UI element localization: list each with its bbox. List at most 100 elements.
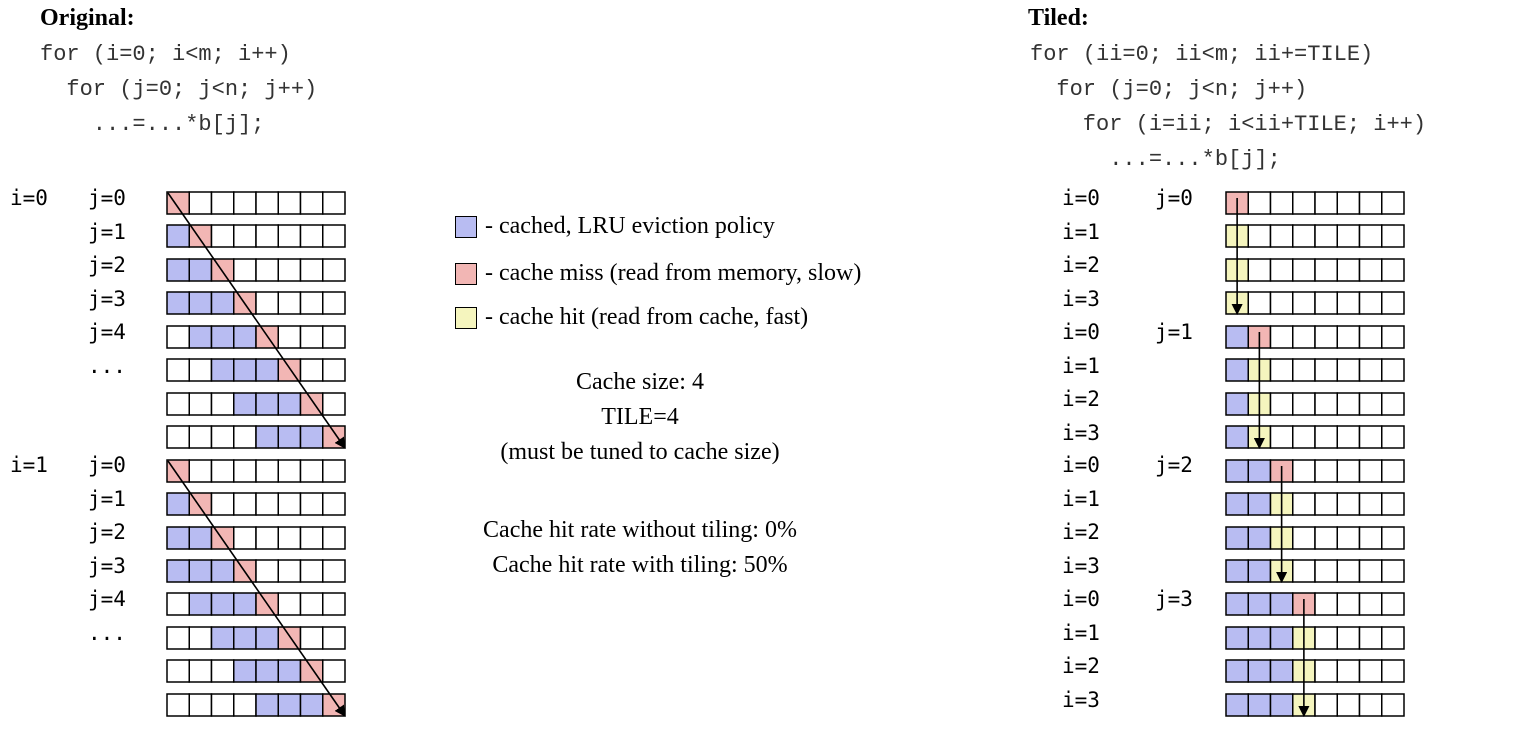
cell: [322, 626, 346, 650]
cell: [1225, 492, 1249, 516]
cell: [1336, 592, 1361, 616]
cell: [255, 559, 279, 583]
cell: [1314, 459, 1338, 483]
tiled-j2-label: j=2: [1155, 453, 1193, 477]
cell: [1336, 392, 1361, 416]
cell: [255, 358, 279, 382]
cell: [255, 258, 279, 282]
orig-a-j0: j=0: [88, 186, 126, 210]
orig-a-j2: j=2: [88, 253, 126, 277]
cell: [277, 258, 302, 282]
cell: [1381, 592, 1405, 616]
cell: [1358, 492, 1383, 516]
cell: [1358, 559, 1383, 583]
cell: [210, 559, 235, 583]
tiled-row: [1225, 291, 1405, 315]
cell: [210, 659, 235, 683]
hit-rate-without: Cache hit rate without tiling: 0%: [483, 517, 797, 543]
cell: [1225, 592, 1249, 616]
cell: [233, 659, 257, 683]
tiled-row: [1225, 592, 1405, 616]
cell: [233, 392, 257, 416]
original-row: [166, 358, 346, 382]
cell: [322, 693, 346, 717]
cell: [210, 626, 235, 650]
cell: [299, 459, 324, 483]
cell: [322, 459, 346, 483]
cell: [1225, 425, 1249, 449]
cell: [1292, 224, 1316, 248]
tiled-row: [1225, 492, 1405, 516]
cell: [299, 358, 324, 382]
cell: [1269, 626, 1294, 650]
cell: [188, 325, 213, 349]
cell: [1336, 224, 1361, 248]
cell: [1314, 559, 1338, 583]
cell: [1225, 392, 1249, 416]
cell: [1269, 325, 1294, 349]
cell: [322, 191, 346, 215]
tiled-row: [1225, 258, 1405, 282]
cell: [1358, 224, 1383, 248]
cell: [1314, 492, 1338, 516]
cell: [1336, 325, 1361, 349]
cell: [1336, 659, 1361, 683]
cell: [1381, 291, 1405, 315]
cell: [1336, 258, 1361, 282]
tiled-r14-i: i=2: [1062, 654, 1100, 678]
cell: [188, 425, 213, 449]
cell: [166, 358, 190, 382]
cell: [322, 559, 346, 583]
cell: [1381, 626, 1405, 650]
tiled-row: [1225, 224, 1405, 248]
cell: [277, 592, 302, 616]
cell: [1381, 492, 1405, 516]
cell: [1381, 425, 1405, 449]
cell: [1358, 659, 1383, 683]
orig-i0-label: i=0: [10, 186, 48, 210]
original-row: [166, 459, 346, 483]
legend-hit-label: - cache hit (read from cache, fast): [485, 304, 809, 330]
orig-b-j0: j=0: [88, 453, 126, 477]
cell: [1381, 526, 1405, 550]
cell: [255, 191, 279, 215]
tiled-j3-label: j=3: [1155, 587, 1193, 611]
cell: [277, 693, 302, 717]
cell: [299, 258, 324, 282]
cell: [166, 425, 190, 449]
cell: [1314, 626, 1338, 650]
cell: [1247, 258, 1272, 282]
cell: [166, 626, 190, 650]
cell: [277, 325, 302, 349]
cell: [1358, 626, 1383, 650]
cell: [1247, 693, 1272, 717]
cell: [277, 526, 302, 550]
cell: [255, 224, 279, 248]
cell: [255, 291, 279, 315]
cell: [1225, 626, 1249, 650]
cell: [277, 224, 302, 248]
cell: [1269, 659, 1294, 683]
original-row: [166, 325, 346, 349]
cell: [188, 258, 213, 282]
cell: [188, 392, 213, 416]
cell: [233, 592, 257, 616]
cell: [233, 626, 257, 650]
original-i0-arrow: [167, 192, 346, 449]
cell: [1225, 559, 1249, 583]
cell: [1247, 492, 1272, 516]
cell: [1269, 693, 1294, 717]
cell: [255, 392, 279, 416]
tiled-r7-i: i=3: [1062, 421, 1100, 445]
tiled-row: [1225, 425, 1405, 449]
cell: [255, 693, 279, 717]
cell: [166, 526, 190, 550]
cell: [322, 526, 346, 550]
cell: [1358, 392, 1383, 416]
cell: [1269, 425, 1294, 449]
cell: [233, 526, 257, 550]
cell: [255, 492, 279, 516]
cell: [1247, 459, 1272, 483]
cell: [233, 693, 257, 717]
original-row: [166, 626, 346, 650]
